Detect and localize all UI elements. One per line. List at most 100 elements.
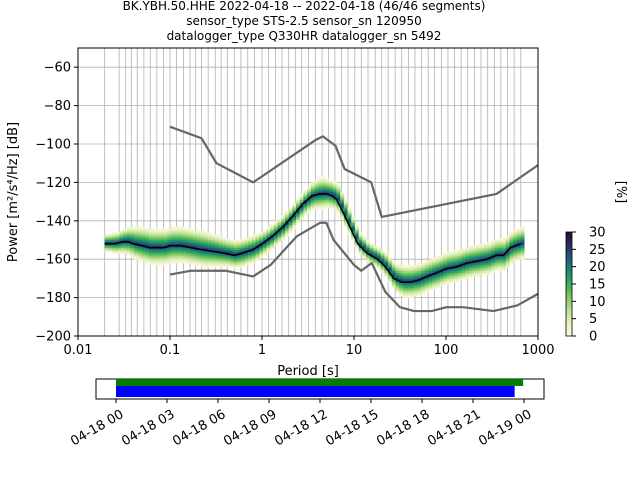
density-cell (413, 291, 418, 295)
density-cell (454, 280, 459, 283)
density-cell (178, 261, 183, 264)
density-cell (373, 249, 378, 252)
density-cell (181, 240, 186, 243)
density-cell (273, 238, 278, 241)
density-cell (461, 259, 466, 262)
density-cell (281, 238, 286, 241)
density-cell (410, 291, 415, 295)
density-cell (163, 243, 168, 247)
density-cell (446, 263, 451, 266)
density-cell (476, 261, 481, 264)
density-cell (233, 259, 238, 262)
x-tick-label: 1000 (521, 343, 554, 358)
density-cell (343, 209, 348, 212)
density-cell (509, 243, 514, 247)
density-cell (432, 270, 437, 273)
density-cell (185, 259, 190, 262)
density-cell (402, 288, 407, 291)
density-cell (472, 272, 477, 275)
density-cell (351, 236, 356, 239)
density-cell (296, 199, 301, 202)
density-cell (494, 251, 499, 254)
density-cell (200, 236, 205, 239)
density-cell (200, 234, 205, 237)
density-cell (273, 220, 278, 224)
density-cell (325, 197, 330, 200)
density-cell (141, 253, 146, 256)
density-cell (487, 249, 492, 252)
density-cell (325, 192, 330, 195)
density-cell (299, 213, 304, 216)
density-cell (119, 249, 124, 252)
density-cell (130, 243, 135, 247)
density-cell (255, 234, 260, 237)
density-cell (402, 295, 407, 298)
density-cell (443, 255, 448, 258)
density-cell (343, 215, 348, 218)
density-cell (163, 255, 168, 258)
density-cell (513, 257, 518, 260)
density-cell (428, 280, 433, 283)
density-cell (476, 255, 481, 258)
density-cell (159, 236, 164, 239)
density-cell (391, 280, 396, 283)
density-cell (461, 274, 466, 277)
density-cell (167, 253, 172, 256)
density-cell (115, 236, 120, 239)
density-cell (424, 280, 429, 283)
density-cell (248, 243, 253, 247)
density-cell (273, 243, 278, 247)
density-cell (233, 243, 238, 247)
density-cell (480, 266, 485, 270)
density-cell (251, 245, 256, 248)
density-cell (222, 253, 227, 256)
density-cell (273, 224, 278, 227)
density-cell (380, 266, 385, 270)
ppsd-plot-area: 0.01 0.1 1 10 100 1000 −200−180−160−140−120−1… (35, 47, 555, 358)
density-cell (469, 272, 473, 275)
colorbar-tick-label: 15 (589, 278, 606, 293)
density-cell (222, 245, 227, 248)
density-cell (520, 243, 525, 247)
density-cell (196, 263, 201, 266)
density-cell (406, 288, 411, 291)
density-cell (281, 222, 286, 225)
density-cell (395, 272, 400, 275)
density-cell (251, 257, 256, 260)
density-cell (178, 241, 183, 245)
density-cell (181, 236, 186, 239)
density-cell (472, 255, 477, 258)
density-cell (454, 268, 459, 272)
y-tick-label: −120 (35, 176, 71, 191)
density-cell (233, 261, 238, 264)
density-cell (200, 245, 205, 248)
density-cell (318, 207, 323, 210)
density-cell (520, 249, 525, 252)
density-cell (391, 282, 396, 285)
density-cell (218, 253, 223, 256)
density-cell (270, 230, 275, 233)
density-cell (410, 293, 415, 296)
density-cell (196, 257, 201, 260)
density-cell (465, 247, 470, 250)
density-cell (406, 278, 411, 281)
density-cell (410, 282, 415, 285)
density-cell (318, 197, 323, 200)
density-cell (377, 266, 381, 270)
density-cell (200, 247, 205, 250)
density-cell (296, 201, 301, 204)
density-cell (340, 193, 345, 197)
density-cell (465, 263, 470, 266)
density-cell (498, 245, 503, 248)
density-cell (137, 255, 142, 258)
density-cell (410, 268, 415, 272)
density-cell (204, 236, 209, 239)
density-cell (152, 251, 157, 254)
density-cell (469, 253, 473, 256)
density-cell (181, 253, 186, 256)
density-cell (222, 264, 227, 268)
density-cell (340, 199, 345, 202)
density-cell (454, 253, 459, 256)
density-cell (134, 228, 139, 231)
density-cell (402, 264, 407, 268)
